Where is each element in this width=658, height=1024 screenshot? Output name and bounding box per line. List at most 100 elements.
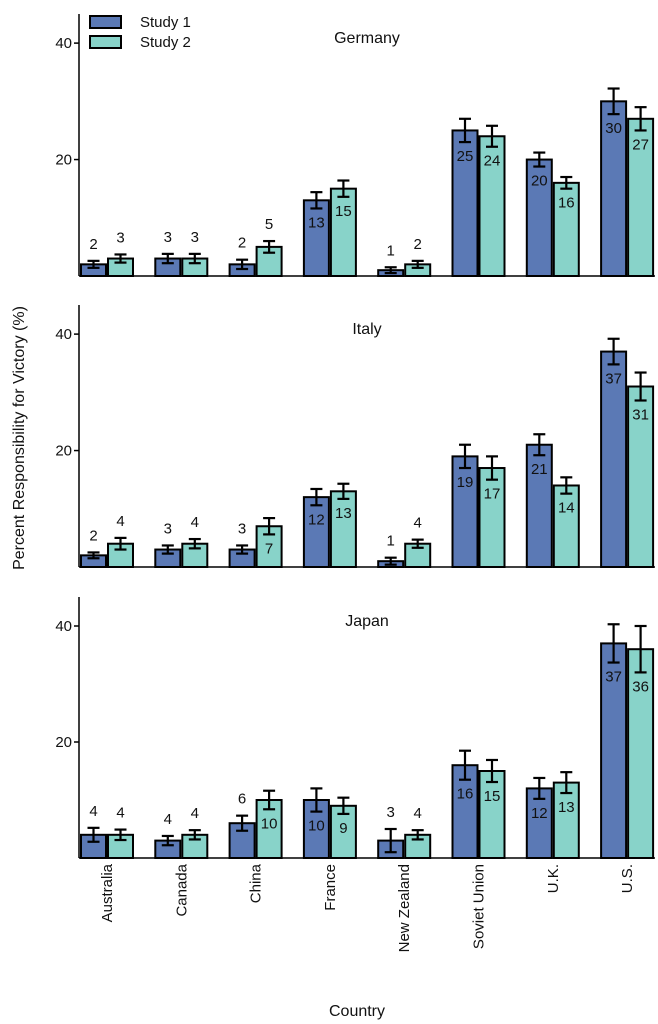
data-label: 2 [238, 235, 246, 252]
data-label: 37 [605, 370, 622, 387]
data-label: 13 [558, 799, 575, 816]
y-tick-label: 20 [55, 734, 72, 751]
data-label: 4 [89, 803, 97, 820]
data-label: 3 [164, 229, 172, 246]
bar [478, 135, 506, 277]
x-tick-label: New Zealand [396, 864, 413, 952]
data-label: 3 [387, 804, 395, 821]
data-label: 37 [605, 669, 622, 686]
data-label: 13 [335, 505, 352, 522]
error-bar [236, 544, 249, 555]
error-bar [634, 371, 647, 402]
data-label: 10 [308, 818, 325, 835]
legend-swatch-study-1 [89, 15, 122, 29]
data-label: 3 [191, 229, 199, 246]
error-bar [310, 191, 323, 210]
legend-swatch-study-2 [89, 35, 122, 49]
error-bar [188, 252, 201, 265]
error-bar [310, 787, 323, 813]
data-label: 2 [414, 236, 422, 253]
panel-title: Italy [352, 321, 381, 338]
legend: Study 1 Study 2 [89, 14, 191, 51]
error-bar [607, 337, 620, 366]
data-label: 16 [558, 195, 575, 212]
data-label: 13 [308, 214, 325, 231]
x-axis-label: Country [329, 1003, 385, 1020]
error-bar [236, 814, 249, 832]
error-bar [486, 124, 498, 148]
error-bar [337, 796, 350, 816]
data-label: 9 [339, 820, 347, 837]
bar [600, 100, 628, 278]
x-tick-label: Canada [173, 863, 190, 916]
error-bar [533, 776, 546, 800]
data-label: 7 [265, 540, 273, 557]
panel-japan: 20 40 Japan 4 4 4 4 6 10 10 9 3 4 16 15 12 13 37 36 [55, 597, 655, 860]
error-bar [161, 834, 174, 847]
panel-title: Japan [345, 613, 389, 630]
error-bar [263, 789, 276, 811]
error-bar [384, 827, 397, 854]
data-label: 4 [164, 811, 172, 828]
x-tick-label: China [248, 863, 265, 903]
data-label: 4 [191, 514, 199, 531]
bar [552, 484, 580, 568]
bar [627, 117, 655, 277]
data-label: 4 [414, 805, 422, 822]
error-bar [87, 259, 100, 269]
data-label: 4 [116, 805, 124, 822]
error-bar [114, 536, 127, 551]
error-bar [533, 151, 546, 168]
error-bar [236, 258, 249, 271]
data-label: 1 [387, 242, 395, 259]
error-bar [459, 443, 471, 470]
data-label: 36 [632, 678, 649, 695]
data-label: 25 [457, 148, 474, 165]
error-bar [87, 826, 100, 843]
data-label: 3 [116, 229, 124, 246]
y-tick-label: 40 [55, 35, 72, 52]
error-bar [161, 544, 174, 555]
error-bar [384, 556, 397, 566]
error-bar [486, 758, 498, 784]
error-bar [337, 482, 350, 500]
data-label: 12 [531, 805, 548, 822]
error-bar [188, 537, 201, 550]
y-axis-label: Percent Responsibility for Victory (%) [11, 306, 28, 570]
error-bar [188, 829, 201, 841]
error-bar [560, 771, 573, 795]
bar [600, 642, 628, 860]
error-bar [634, 106, 647, 132]
error-bar [114, 253, 127, 264]
data-label: 17 [484, 486, 501, 503]
data-label: 4 [414, 515, 422, 532]
bar [478, 467, 506, 568]
error-bar [560, 476, 573, 495]
data-label: 4 [116, 513, 124, 530]
data-label: 10 [261, 815, 278, 832]
data-label: 12 [308, 511, 325, 528]
bar [329, 490, 357, 568]
x-tick-label: U.S. [619, 864, 636, 893]
error-bar [384, 266, 397, 275]
x-tick-label: Australia [99, 863, 116, 922]
error-bar [411, 259, 424, 269]
error-bar [560, 175, 573, 190]
error-bar [411, 538, 424, 549]
error-bar [310, 487, 323, 507]
data-label: 1 [387, 533, 395, 550]
error-bar [87, 551, 100, 560]
data-label: 21 [531, 461, 548, 478]
data-label: 2 [89, 527, 97, 544]
data-label: 3 [164, 520, 172, 537]
x-tick-label: Soviet Union [471, 864, 488, 949]
data-label: 27 [632, 136, 649, 153]
bar [302, 199, 330, 277]
data-label: 20 [531, 173, 548, 190]
bar [600, 350, 628, 569]
error-bar [533, 433, 546, 457]
y-tick-label: 20 [55, 443, 72, 460]
error-bar [459, 117, 471, 144]
